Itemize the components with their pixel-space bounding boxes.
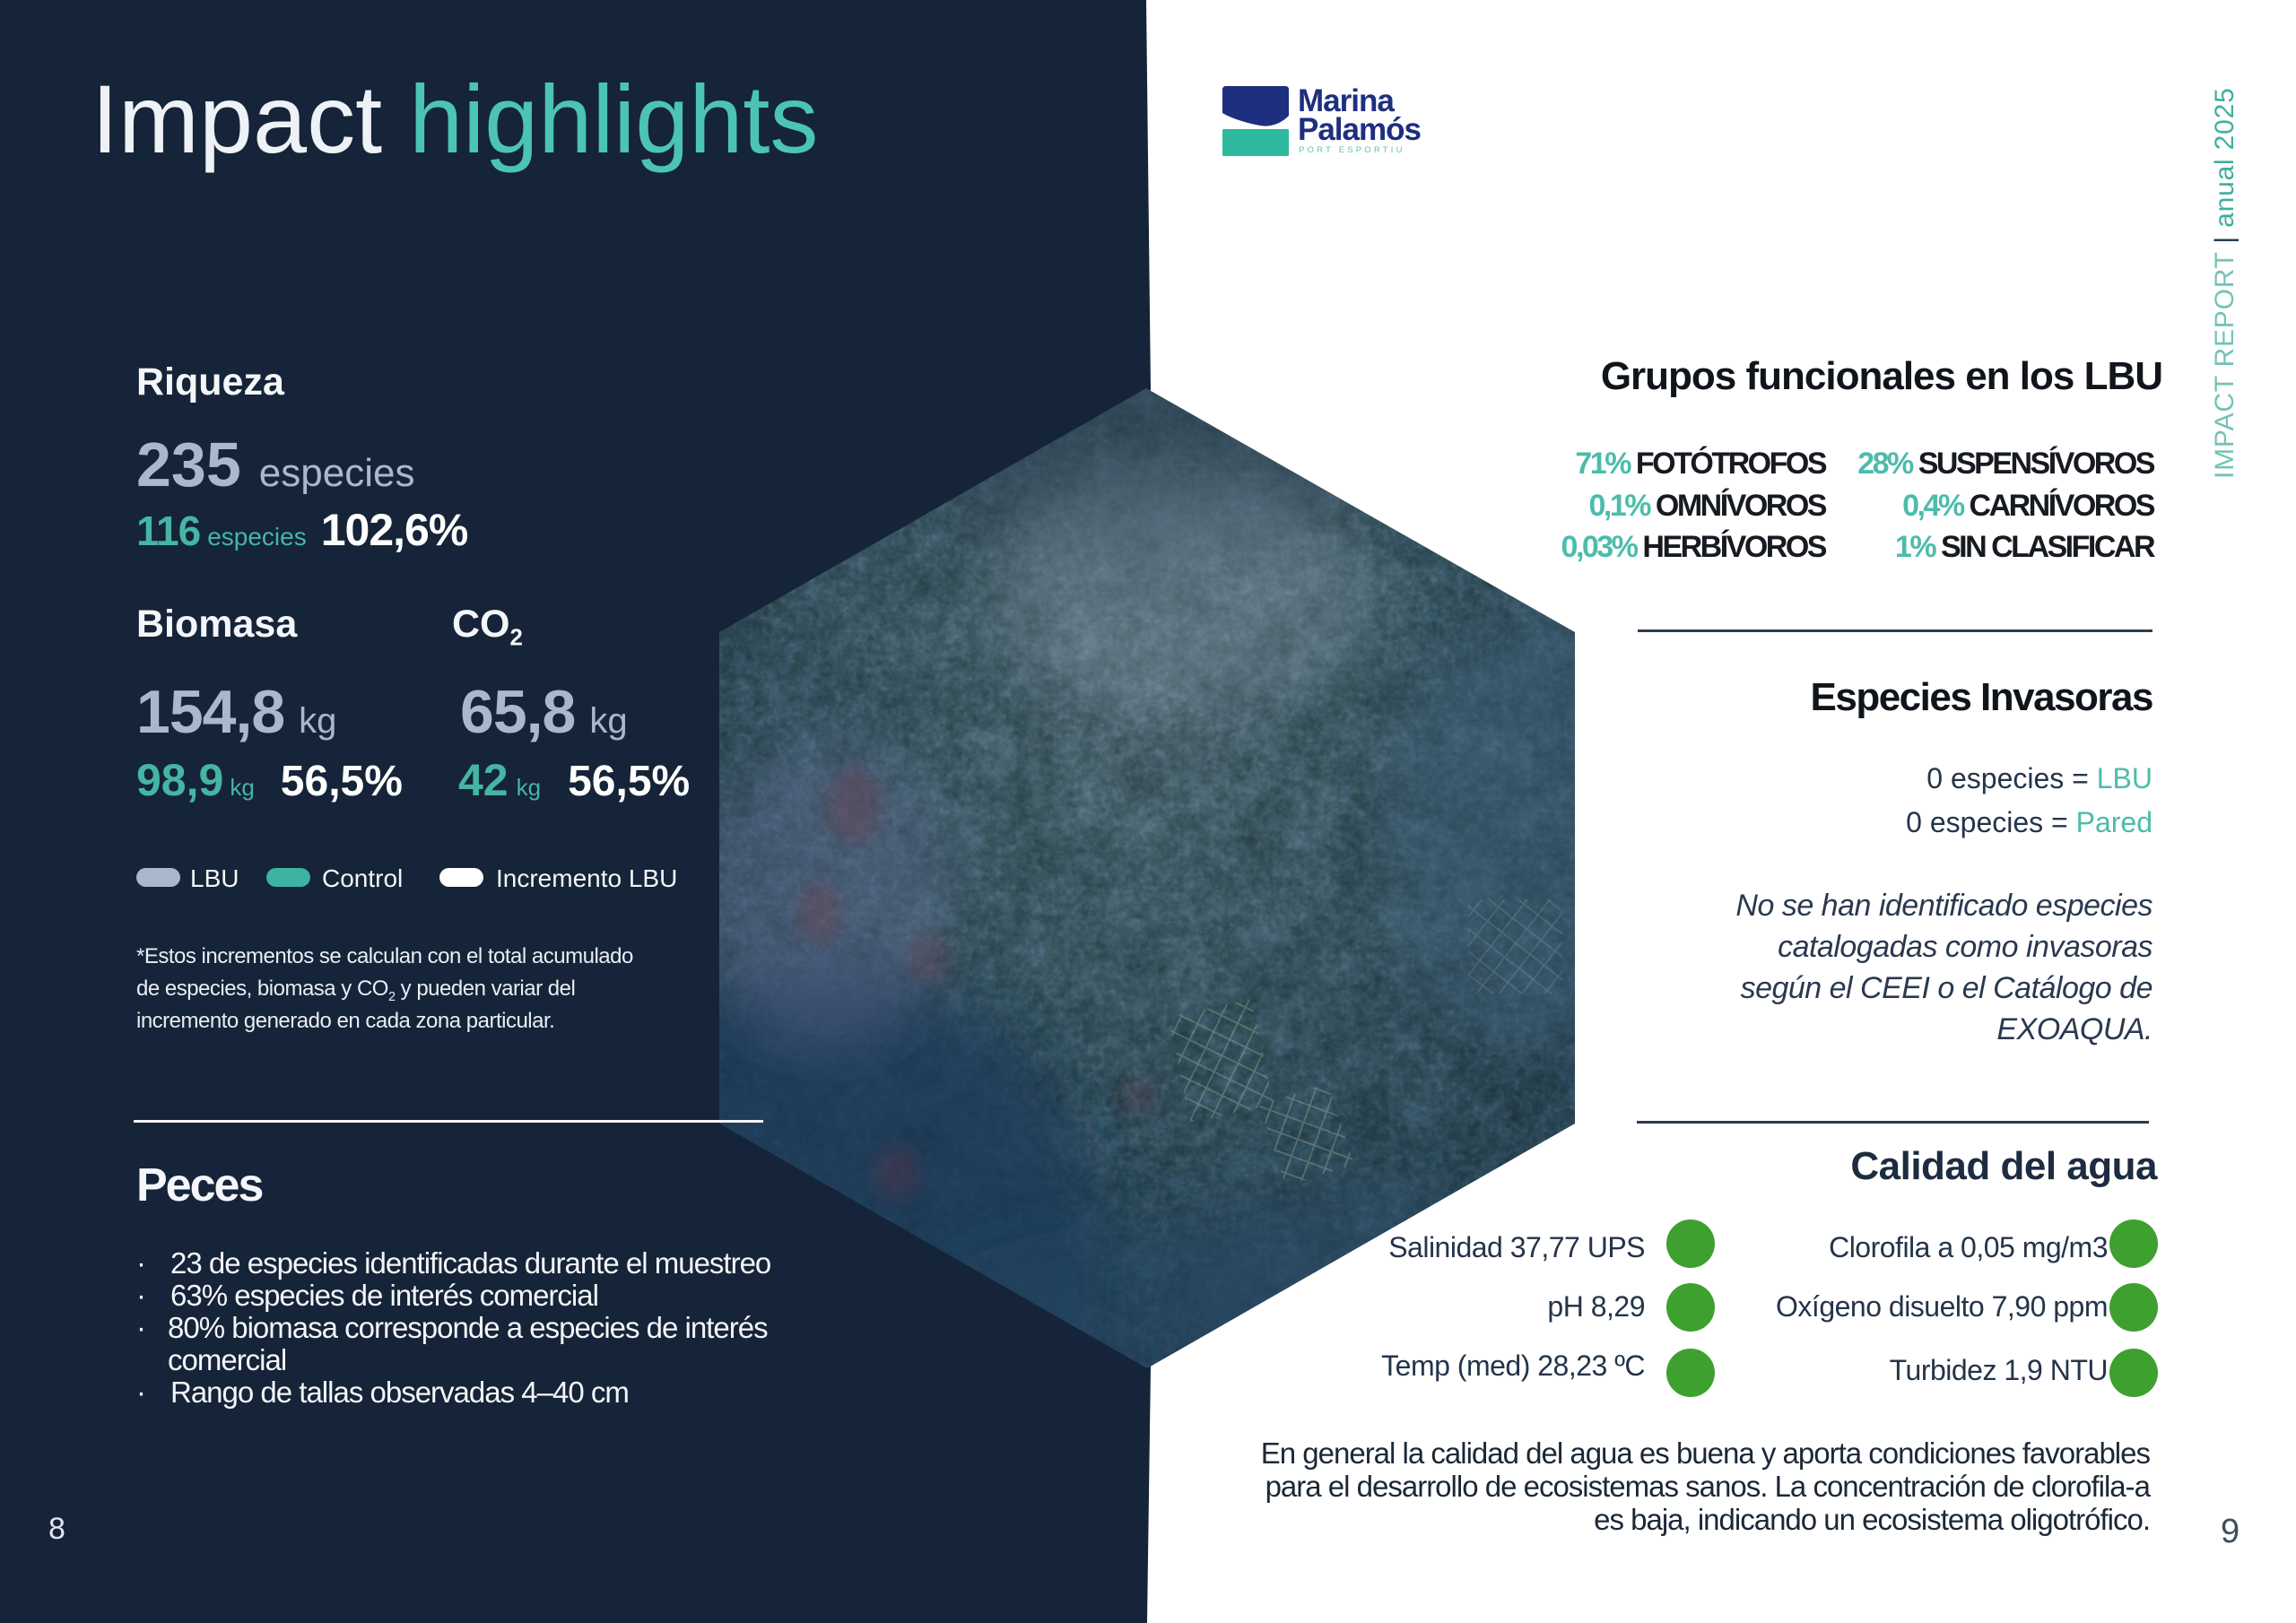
svg-text:Palamós: Palamós	[1298, 112, 1421, 147]
svg-text:PORT ESPORTIU: PORT ESPORTIU	[1299, 145, 1405, 155]
svg-text:Marina: Marina	[1298, 86, 1395, 118]
